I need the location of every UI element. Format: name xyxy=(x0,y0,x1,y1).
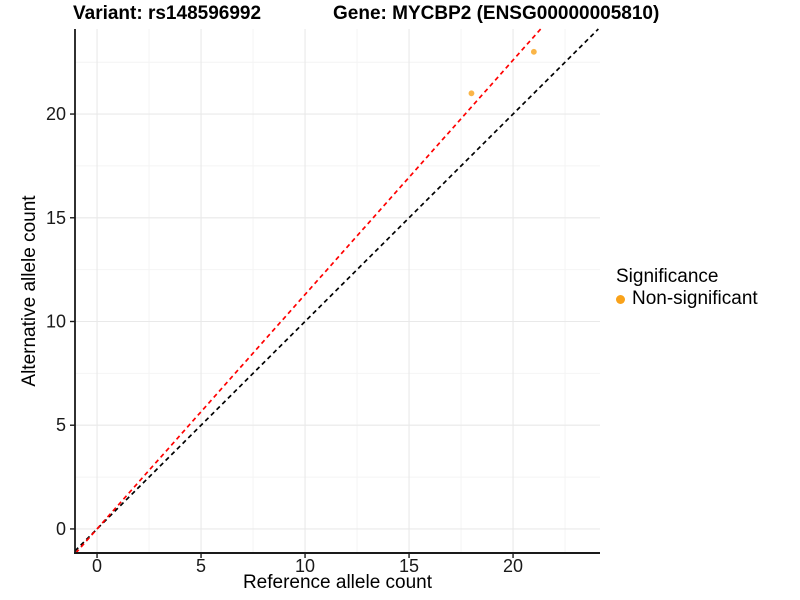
reference-line-identity xyxy=(74,28,599,552)
y-tick-label: 15 xyxy=(46,208,66,228)
legend-item-label: Non-significant xyxy=(632,288,758,309)
legend-title: Significance xyxy=(616,266,719,287)
x-tick-label: 0 xyxy=(92,556,102,576)
x-tick-label: 15 xyxy=(399,556,419,576)
reference-line-allelic-ratio xyxy=(75,28,542,554)
legend: Significance Non-significant xyxy=(616,266,758,310)
x-axis-title: Reference allele count xyxy=(242,572,433,593)
y-tick-label: 10 xyxy=(46,311,66,331)
x-tick-label: 20 xyxy=(503,556,523,576)
variant-title: Variant: rs148596992 xyxy=(73,3,262,24)
y-axis-title: Alternative allele count xyxy=(19,195,40,387)
data-point-non-significant xyxy=(530,48,537,55)
y-tick-label: 20 xyxy=(46,104,66,124)
legend-point-icon xyxy=(616,294,625,304)
y-tick-label: 0 xyxy=(56,519,66,539)
gene-title: Gene: MYCBP2 (ENSG00000005810) xyxy=(333,3,660,24)
x-tick-label: 5 xyxy=(196,556,206,576)
y-tick-label: 5 xyxy=(56,415,66,435)
legend-item-non-significant: Non-significant xyxy=(616,288,758,310)
x-tick-label: 10 xyxy=(295,556,315,576)
data-point-non-significant xyxy=(468,90,475,97)
